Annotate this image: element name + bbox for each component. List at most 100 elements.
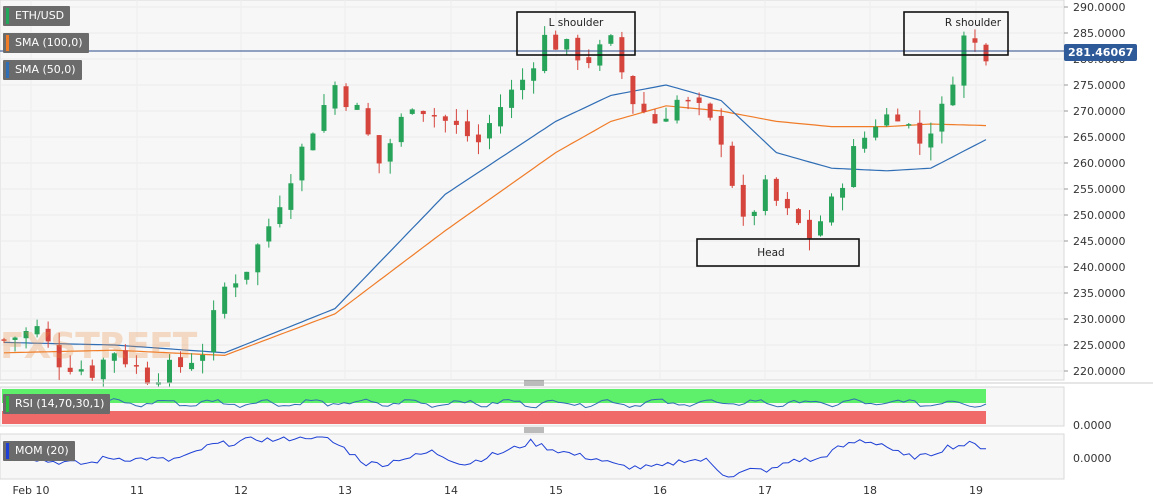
candle-body xyxy=(365,108,371,135)
candle-body xyxy=(255,244,261,273)
candle-body xyxy=(277,207,283,225)
y-tick-label: 255.0000 xyxy=(1073,183,1126,196)
x-tick-label: 16 xyxy=(653,484,667,497)
candle-body xyxy=(376,135,382,164)
resize-handle-icon[interactable] xyxy=(524,427,544,433)
legend-sma100-label: SMA (100,0) xyxy=(15,36,83,49)
candle-body xyxy=(178,357,184,368)
candle-body xyxy=(45,328,51,342)
candle-body xyxy=(873,126,879,138)
legend-mom-label: MOM (20) xyxy=(15,444,69,457)
head-label: Head xyxy=(757,247,784,259)
candle-body xyxy=(895,114,901,122)
sma50-line xyxy=(3,84,987,354)
legend-sma50[interactable]: SMA (50,0) xyxy=(3,60,82,80)
legend-rsi-swatch xyxy=(6,396,9,412)
current-price-tag: 281.46067 xyxy=(1064,44,1138,61)
candle-body xyxy=(829,196,835,223)
watermark-logo: FXSTREET xyxy=(0,326,197,367)
mom-axis-tick: 0.0000 xyxy=(1073,452,1112,465)
legend-price-label: ETH/USD xyxy=(15,9,65,22)
candle-body xyxy=(398,116,404,143)
rsi-line xyxy=(3,398,987,409)
candle-body xyxy=(100,359,106,380)
legend-mom-swatch xyxy=(6,443,9,459)
x-tick-label: 12 xyxy=(234,484,248,497)
candle-body xyxy=(299,146,305,181)
candle-body xyxy=(431,115,437,117)
candles xyxy=(1,26,989,393)
candle-body xyxy=(928,133,934,148)
legend-sma100[interactable]: SMA (100,0) xyxy=(3,33,89,53)
candle-body xyxy=(608,35,614,44)
price-grid xyxy=(0,6,1064,372)
x-tick-label: 14 xyxy=(444,484,458,497)
y-tick-label: 250.0000 xyxy=(1073,209,1126,222)
x-tick-label: 11 xyxy=(130,484,144,497)
candle-body xyxy=(950,84,956,106)
candle-body xyxy=(354,104,360,110)
candle-body xyxy=(387,143,393,162)
x-tick-label: 15 xyxy=(549,484,563,497)
y-tick-label: 240.0000 xyxy=(1073,261,1126,274)
candle-body xyxy=(56,344,62,368)
candle-body xyxy=(266,226,272,242)
candle-body xyxy=(89,365,95,378)
candle-body xyxy=(652,114,658,124)
candle-body xyxy=(111,353,117,361)
y-tick-label: 225.0000 xyxy=(1073,339,1126,352)
y-tick-label: 270.0000 xyxy=(1073,105,1126,118)
candle-body xyxy=(442,116,448,121)
y-tick-label: 285.0000 xyxy=(1073,27,1126,40)
candle-body xyxy=(762,179,768,212)
candle-body xyxy=(520,79,526,91)
candle-body xyxy=(917,122,923,144)
candle-body xyxy=(696,97,702,103)
legend-rsi-label: RSI (14,70,30,1) xyxy=(15,397,105,410)
left-shoulder-box xyxy=(516,11,636,56)
candle-body xyxy=(553,34,559,50)
legend-mom[interactable]: MOM (20) xyxy=(3,441,75,461)
candle-body xyxy=(983,44,989,62)
head-box xyxy=(696,238,860,267)
mom-line xyxy=(3,436,987,478)
legend-price[interactable]: ETH/USD xyxy=(3,6,71,26)
y-tick-label: 245.0000 xyxy=(1073,235,1126,248)
y-tick-label: 260.0000 xyxy=(1073,157,1126,170)
legend-price-swatch xyxy=(6,8,9,24)
legend-sma50-swatch xyxy=(6,62,9,78)
x-tick-label: 19 xyxy=(969,484,983,497)
candle-body xyxy=(34,326,40,335)
candle-body xyxy=(189,362,195,370)
candle-body xyxy=(288,183,294,210)
candle-body xyxy=(586,57,592,64)
candle-body xyxy=(453,120,459,125)
candle-body xyxy=(144,367,150,384)
price-axis: 290.0000285.0000280.0000275.0000270.0000… xyxy=(1064,1,1126,378)
candle-body xyxy=(167,359,173,384)
candle-body xyxy=(972,38,978,43)
candle-body xyxy=(906,124,912,126)
candle-body xyxy=(840,187,846,198)
right-shoulder-label: R shoulder xyxy=(945,17,1002,29)
y-tick-label: 235.0000 xyxy=(1073,287,1126,300)
candle-body xyxy=(78,369,84,372)
candle-body xyxy=(751,211,757,216)
legend-sma100-swatch xyxy=(6,35,9,51)
candle-body xyxy=(773,178,779,201)
candle-body xyxy=(674,99,680,121)
candle-body xyxy=(729,145,735,186)
rsi-axis-tick: 0.0000 xyxy=(1073,419,1112,432)
candle-body xyxy=(67,367,73,372)
candle-body xyxy=(630,76,636,105)
resize-handle-icon[interactable] xyxy=(524,380,544,386)
candle-body xyxy=(343,86,349,108)
candle-body xyxy=(806,219,812,239)
candle-body xyxy=(884,114,890,126)
x-tick-label: 18 xyxy=(863,484,877,497)
candle-body xyxy=(222,286,228,314)
candle-body xyxy=(244,271,250,280)
legend-rsi[interactable]: RSI (14,70,30,1) xyxy=(3,394,111,414)
candle-body xyxy=(961,35,967,86)
